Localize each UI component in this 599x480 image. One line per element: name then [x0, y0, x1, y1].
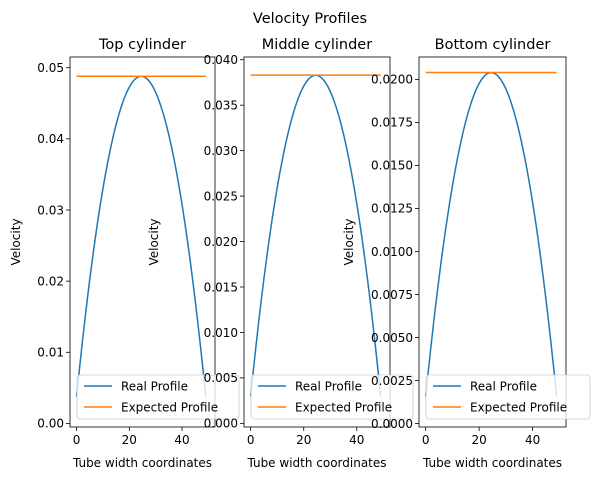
y-tick-label: 0.000 [204, 417, 238, 431]
legend-label: Real Profile [121, 379, 188, 393]
y-tick-label: 0.010 [204, 326, 238, 340]
y-tick-label: 0.025 [204, 189, 238, 203]
y-tick-label: 0.03 [37, 203, 64, 217]
legend-label: Real Profile [295, 379, 362, 393]
x-tick-label: 20 [122, 433, 137, 447]
y-tick-label: 0.0050 [371, 331, 413, 345]
axes-frame [418, 56, 567, 428]
x-tick-label: 40 [349, 433, 364, 447]
y-tick-label: 0.040 [204, 53, 238, 67]
x-axis-label: Tube width coordinates [72, 456, 212, 470]
x-tick-label: 20 [296, 433, 311, 447]
axes-frame [243, 56, 391, 428]
panel-1: 0 20 40 0.00 0.01 0.02 0.03 0.04 0.05 Top cylinde… [9, 37, 240, 470]
x-tick-label: 40 [525, 433, 540, 447]
legend-label: Real Profile [470, 379, 537, 393]
panel-2: 0 20 40 0.000 0.005 0.010 0.015 0.020 0.025 0.030… [147, 37, 414, 470]
y-tick-label: 0.01 [37, 346, 64, 360]
panel-title: Top cylinder [98, 37, 186, 53]
legend-box [425, 374, 591, 420]
legend: Real Profile Expected Profile [250, 374, 414, 420]
y-tick-label: 0.0200 [371, 73, 413, 87]
y-tick-label: 0.020 [204, 235, 238, 249]
legend-label: Expected Profile [470, 400, 567, 414]
x-tick-label: 0 [422, 433, 430, 447]
figure-suptitle: Velocity Profiles [253, 11, 367, 27]
panel-title: Bottom cylinder [435, 37, 551, 53]
plot-area [244, 57, 390, 427]
legend-box [250, 374, 414, 420]
x-axis-label: Tube width coordinates [422, 456, 562, 470]
y-tick-label: 0.0075 [371, 288, 413, 302]
y-tick-label: 0.05 [37, 61, 64, 75]
y-tick-label: 0.035 [204, 98, 238, 112]
y-axis-label: Velocity [9, 218, 23, 265]
legend: Real Profile Expected Profile [425, 374, 591, 420]
y-axis-label: Velocity [342, 218, 356, 265]
axes-frame [69, 56, 216, 428]
y-tick-label: 0.00 [37, 417, 64, 431]
y-tick-label: 0.0100 [371, 245, 413, 259]
x-axis-label: Tube width coordinates [246, 456, 386, 470]
y-tick-label: 0.0175 [371, 116, 413, 130]
panel-3: 0 20 40 0.0000 0.0025 0.0050 0.0075 0.0100 0.012… [342, 37, 591, 470]
x-tick-label: 40 [174, 433, 189, 447]
y-tick-label: 0.04 [37, 132, 64, 146]
y-axis-label: Velocity [147, 218, 161, 265]
x-tick-label: 0 [247, 433, 255, 447]
legend-label: Expected Profile [121, 400, 218, 414]
legend-box [76, 374, 240, 420]
y-tick-label: 0.015 [204, 280, 238, 294]
legend-label: Expected Profile [295, 400, 392, 414]
y-tick-label: 0.0150 [371, 159, 413, 173]
plot-area [419, 57, 566, 427]
y-tick-label: 0.0125 [371, 202, 413, 216]
panel-title: Middle cylinder [262, 37, 372, 53]
x-tick-label: 20 [471, 433, 486, 447]
y-tick-label: 0.005 [204, 371, 238, 385]
y-tick-label: 0.0000 [371, 417, 413, 431]
legend: Real Profile Expected Profile [76, 374, 240, 420]
y-tick-label: 0.02 [37, 274, 64, 288]
x-tick-label: 0 [73, 433, 81, 447]
y-tick-label: 0.0025 [371, 374, 413, 388]
plot-area [70, 57, 215, 427]
y-tick-label: 0.030 [204, 144, 238, 158]
